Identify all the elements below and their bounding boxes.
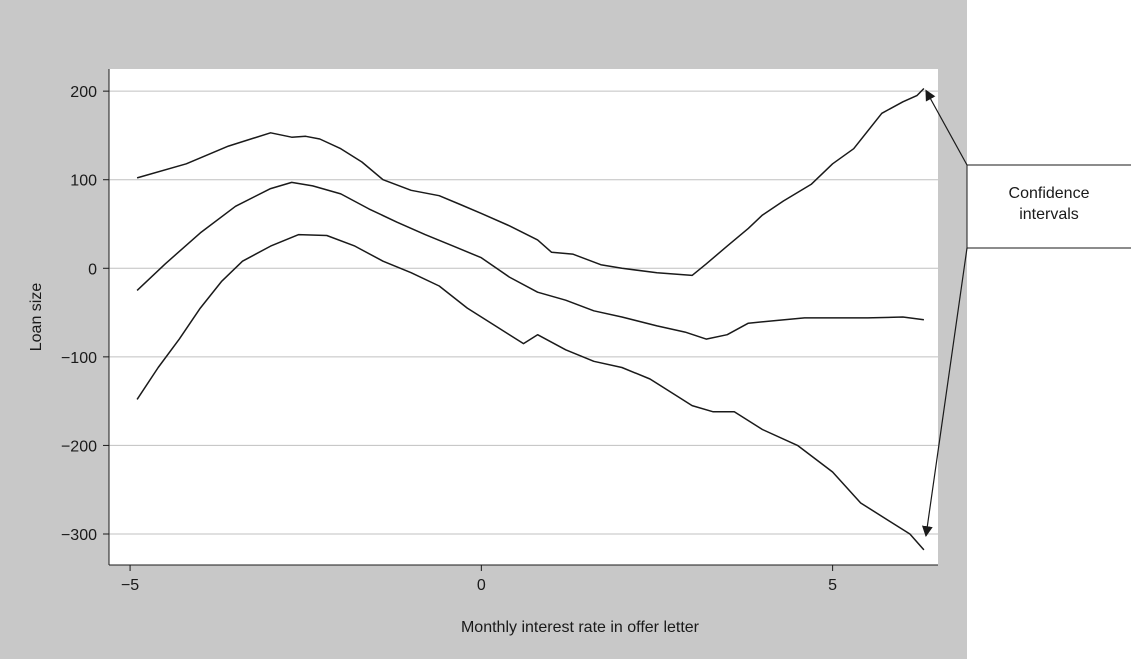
upper-ci-line [136,87,925,277]
y-tick-label: −200 [61,438,97,455]
y-ticks: 200 100 0 −100 −200 −300 [61,84,109,544]
lower-ci-line [136,233,925,551]
x-tick-label: −5 [121,577,139,594]
x-tick-label: 0 [477,577,486,594]
y-tick-label: 100 [70,173,97,190]
y-axis-label: Loan size [28,283,45,352]
annotation-arrow-upper [925,89,968,166]
estimate-line [136,181,924,340]
annotation: Confidence intervals [921,89,1131,538]
series-group [136,87,925,551]
annotation-arrow-lower [921,247,968,538]
annotation-text: Confidence intervals [1009,185,1090,223]
gridlines [109,90,938,535]
y-tick-label: −100 [61,350,97,367]
x-tick-label: 5 [828,577,837,594]
plot-area [109,69,938,565]
y-tick-label: −300 [61,527,97,544]
y-tick-label: 200 [70,84,97,101]
x-axis-label: Monthly interest rate in offer letter [461,619,700,636]
x-ticks: −5 0 5 [121,565,837,594]
y-tick-label: 0 [88,261,97,278]
